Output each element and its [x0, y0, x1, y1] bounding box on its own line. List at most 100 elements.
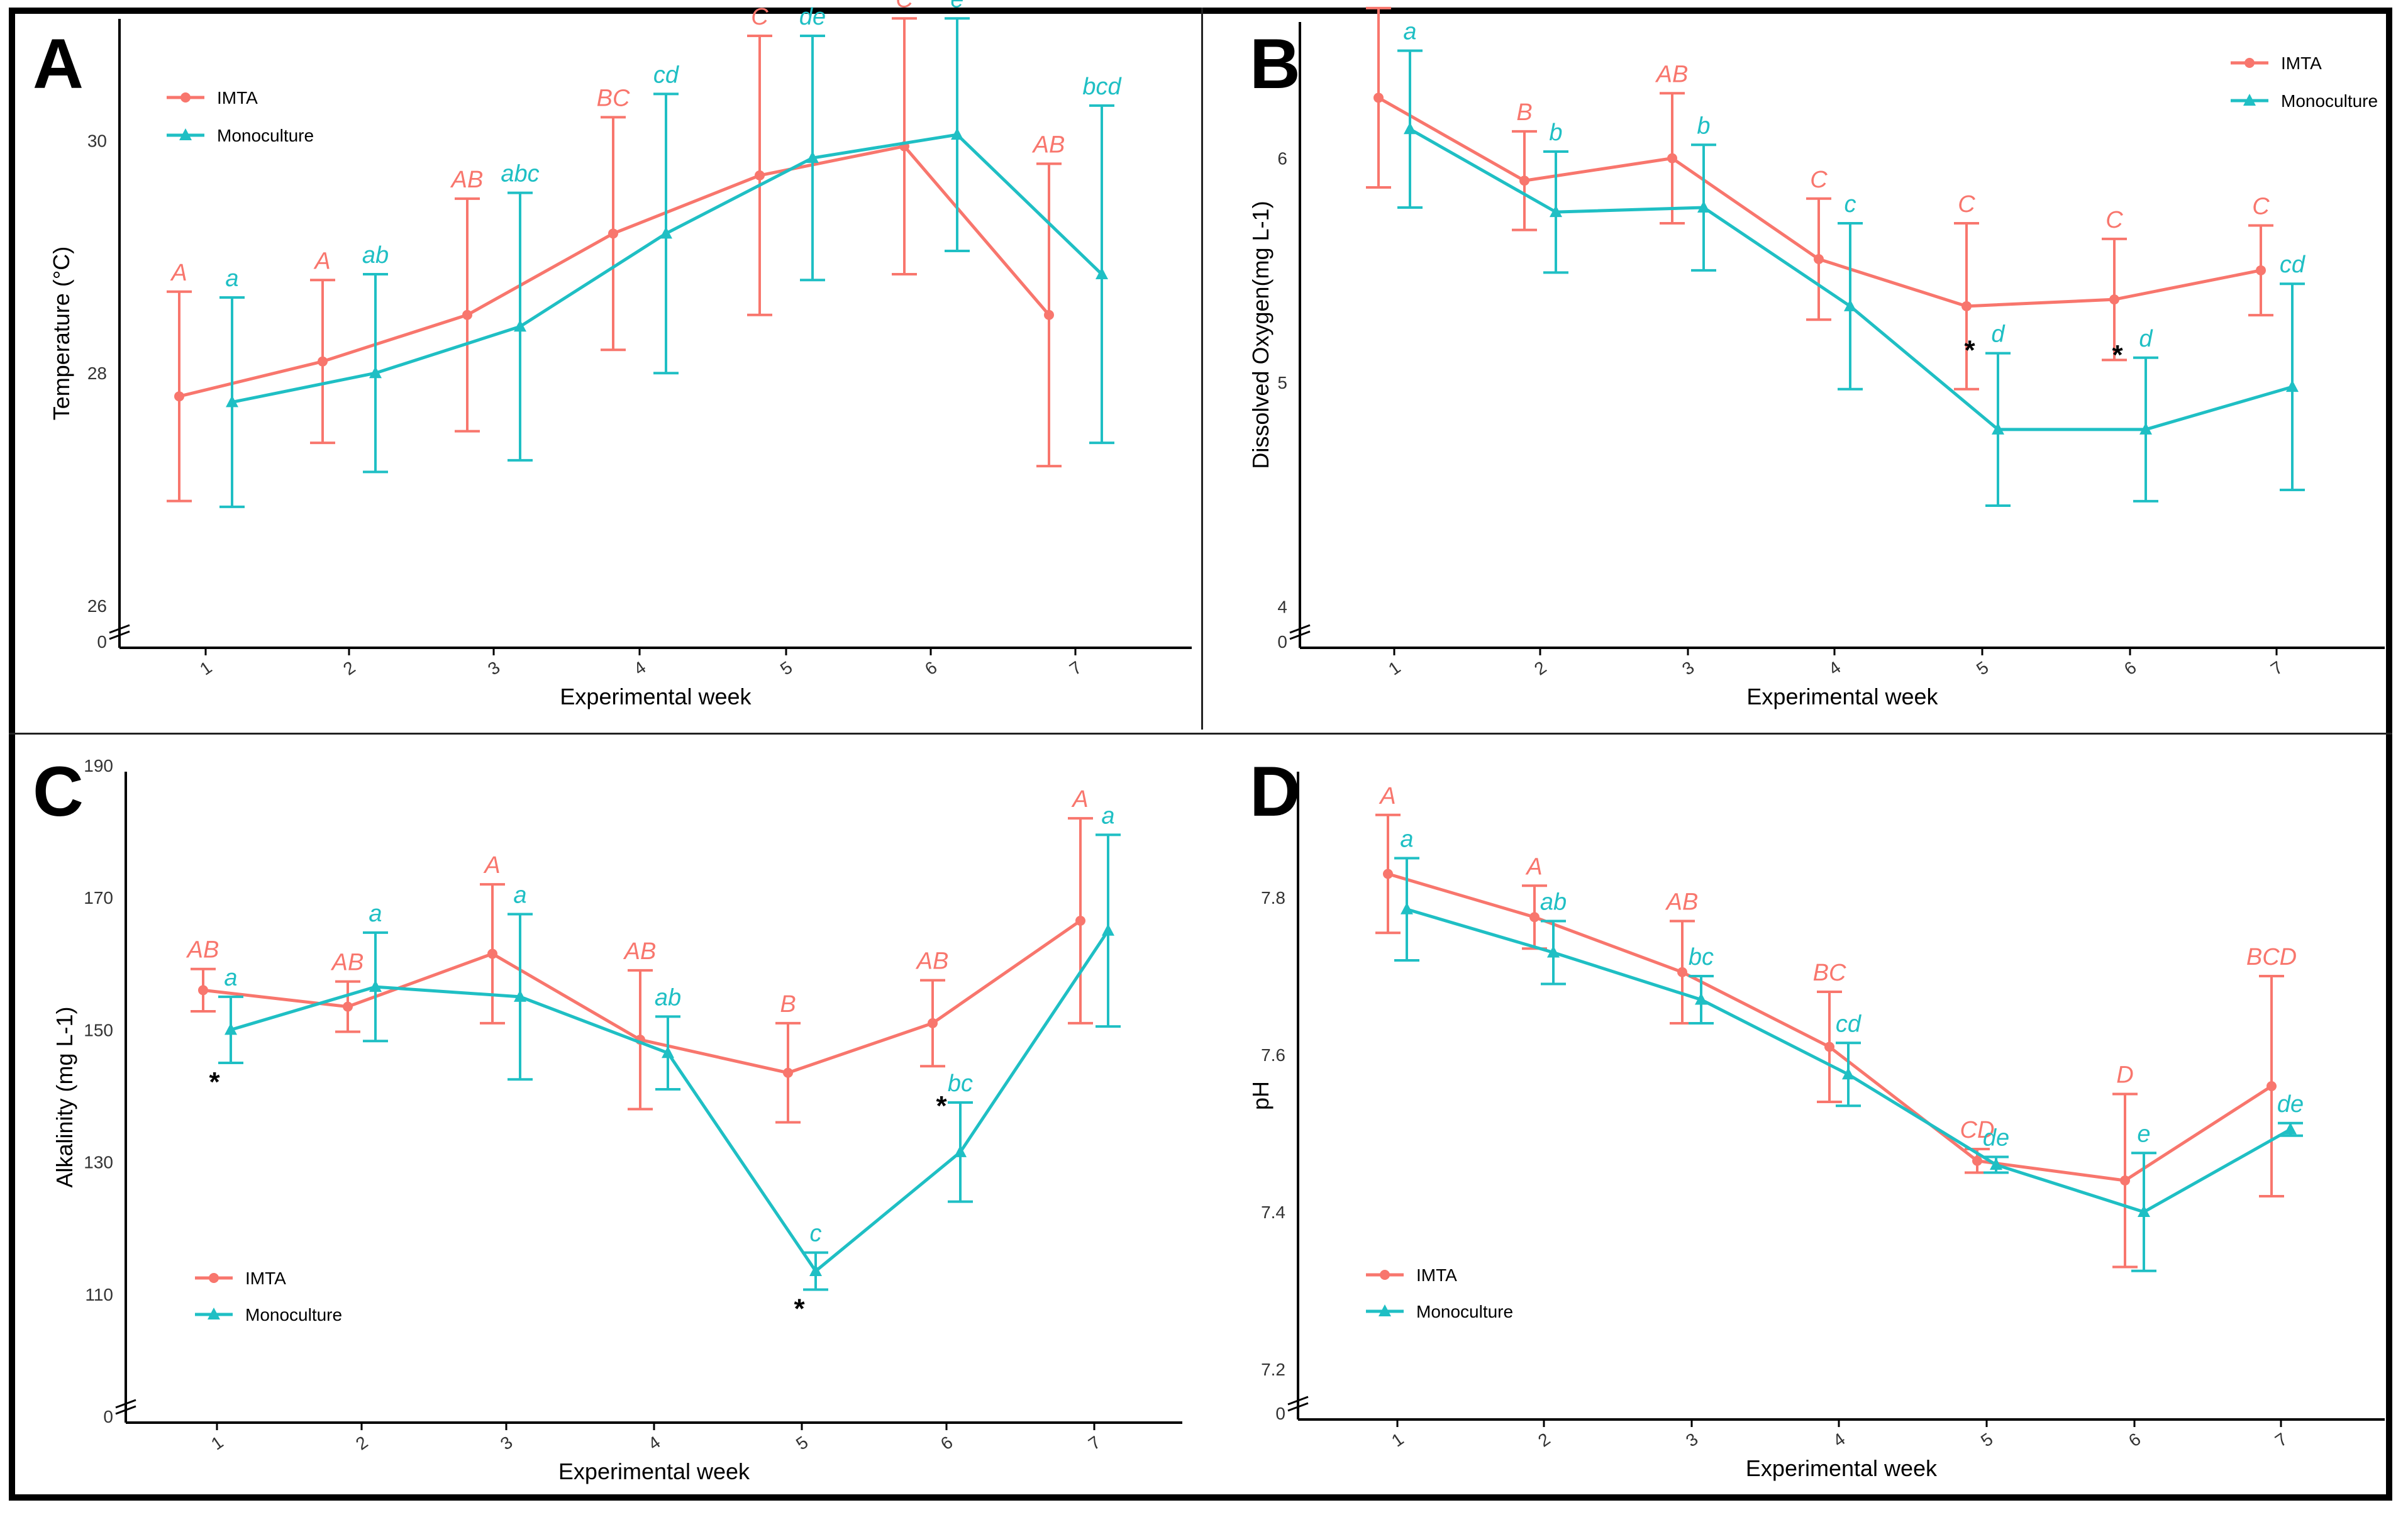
- significance-label: C: [896, 0, 913, 13]
- legend-label: IMTA: [245, 1269, 286, 1288]
- significance-label: cd: [1836, 1011, 1862, 1037]
- significance-label: A: [1071, 786, 1088, 813]
- data-point-imta: [198, 985, 208, 996]
- x-tick-label: 3: [497, 1432, 516, 1453]
- data-point-imta: [1677, 967, 1687, 977]
- significance-label: de: [2277, 1091, 2304, 1118]
- data-point-monoculture: [1401, 902, 1413, 914]
- data-point-monoculture: [1844, 299, 1856, 311]
- legend-key-marker: [208, 1308, 220, 1319]
- x-tick-label: 1: [196, 657, 216, 679]
- data-point-monoculture: [951, 128, 963, 140]
- data-point-imta: [1373, 92, 1384, 103]
- significance-label: A: [1379, 783, 1395, 809]
- significance-label: c: [1845, 191, 1856, 218]
- data-point-monoculture: [514, 989, 526, 1002]
- legend-label: Monoculture: [217, 126, 314, 145]
- y-axis-title: Dissolved Oxygen(mg L-1): [1248, 201, 1273, 469]
- significance-label: bc: [1689, 944, 1714, 970]
- significance-label: ab: [362, 242, 389, 269]
- panel-letter: C: [33, 752, 84, 831]
- data-point-monoculture: [1550, 205, 1562, 218]
- y-tick-label: 190: [84, 756, 113, 775]
- x-tick-label: 4: [1825, 657, 1845, 679]
- data-point-imta: [928, 1018, 938, 1028]
- data-point-monoculture: [1990, 1158, 2002, 1170]
- data-point-monoculture: [809, 1264, 822, 1277]
- significance-label: d: [1991, 321, 2006, 348]
- significance-star: *: [209, 1067, 220, 1097]
- x-tick-label: 5: [1973, 657, 1992, 679]
- significance-label: C: [1958, 191, 1975, 218]
- significance-label: D: [2116, 1062, 2133, 1089]
- panel-letter: B: [1250, 25, 1301, 103]
- significance-label: a: [369, 901, 382, 927]
- x-tick-label: 1: [208, 1432, 227, 1453]
- y-axis-title: Alkalinity (mg L-1): [52, 1006, 77, 1187]
- data-point-imta: [1529, 912, 1540, 923]
- legend-label: Monoculture: [1416, 1302, 1513, 1321]
- significance-star: *: [794, 1293, 805, 1324]
- data-point-imta: [2120, 1175, 2130, 1186]
- series-line-monoculture: [230, 930, 1110, 1274]
- axis-break-mark: [1289, 624, 1311, 634]
- legend-label: Monoculture: [2281, 91, 2378, 111]
- x-tick-label: 2: [1534, 1429, 1554, 1450]
- data-point-imta: [1044, 309, 1054, 320]
- significance-label: cd: [2280, 252, 2306, 278]
- data-point-imta: [174, 391, 184, 402]
- significance-label: a: [224, 965, 237, 991]
- data-point-monoculture: [369, 980, 382, 992]
- x-tick-label: 5: [1977, 1429, 1997, 1450]
- data-point-imta: [1075, 915, 1085, 926]
- data-point-monoculture: [1102, 923, 1114, 936]
- x-tick-label: 3: [1678, 657, 1698, 679]
- significance-label: B: [1516, 99, 1532, 126]
- legend-key-marker: [180, 92, 191, 103]
- x-axis-title: Experimental week: [558, 1458, 750, 1484]
- legend-key-marker: [209, 1273, 219, 1283]
- significance-star: *: [2112, 340, 2123, 370]
- x-tick-label: 6: [2121, 657, 2140, 679]
- data-point-imta: [1519, 175, 1529, 186]
- significance-star: *: [936, 1091, 947, 1121]
- significance-label: ab: [1540, 889, 1567, 916]
- panel-divider-horizontal: [9, 733, 2392, 735]
- data-point-monoculture: [1695, 992, 1707, 1005]
- data-point-imta: [318, 356, 328, 367]
- significance-label: e: [950, 0, 963, 13]
- significance-label: a: [1101, 803, 1114, 829]
- data-point-imta: [783, 1067, 793, 1078]
- x-tick-label: 7: [1085, 1432, 1104, 1453]
- y-tick-label: 6: [1277, 149, 1287, 169]
- axis-break-mark: [115, 1405, 136, 1415]
- significance-label: a: [225, 265, 238, 292]
- legend-key-marker: [2244, 58, 2255, 68]
- data-point-monoculture: [954, 1145, 967, 1157]
- y-tick-label: 130: [84, 1153, 113, 1172]
- y-tick-label: 4: [1277, 597, 1287, 616]
- x-tick-label: 1: [1388, 1429, 1407, 1450]
- significance-label: BC: [597, 85, 630, 111]
- legend-key-marker: [1379, 1304, 1391, 1316]
- y-tick-label: 7.8: [1261, 888, 1285, 908]
- panel-b-dissolved-oxygen-chart: B 4 5 6 0 1 2 3 4 5 6 7 Experimental week Dissolved …: [1248, 0, 2385, 709]
- y-tick-label: 5: [1277, 373, 1287, 392]
- legend-label: IMTA: [217, 88, 258, 108]
- data-point-monoculture: [660, 226, 672, 239]
- axis-break-mark: [109, 624, 130, 634]
- y-tick-label: 110: [85, 1285, 113, 1304]
- significance-label: A: [1525, 853, 1542, 880]
- y-tick-zero-label: 0: [97, 632, 107, 652]
- axis-break-mark: [109, 630, 130, 640]
- data-point-monoculture: [1404, 122, 1416, 135]
- significance-label: e: [2137, 1121, 2150, 1147]
- x-tick-label: 6: [2125, 1429, 2144, 1450]
- significance-label: AB: [331, 950, 364, 976]
- data-point-monoculture: [514, 319, 526, 332]
- significance-label: B: [780, 991, 796, 1018]
- x-tick-label: 2: [352, 1432, 372, 1453]
- significance-label: C: [751, 4, 768, 30]
- x-tick-label: 7: [2267, 657, 2287, 679]
- y-tick-label: 26: [87, 596, 107, 616]
